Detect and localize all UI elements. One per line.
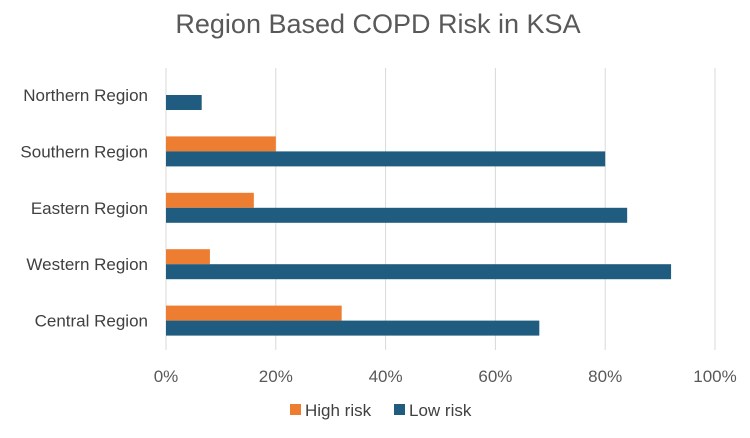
bar-high-risk-western-region [166, 249, 210, 265]
x-tick-labels: 0% 20% 40% 60% 80% 100% [154, 367, 737, 386]
category-label: Western Region [26, 255, 148, 274]
x-tick-label: 20% [259, 367, 293, 386]
category-labels: Northern Region Southern Region Eastern Re… [20, 86, 148, 331]
bar-low-risk-northern-region [166, 95, 202, 110]
bar-low-risk-eastern-region [166, 207, 628, 223]
chart-title: Region Based COPD Risk in KSA [175, 9, 580, 39]
legend: High risk Low risk [290, 401, 472, 420]
legend-swatch-low-risk [394, 404, 405, 415]
bar-low-risk-western-region [166, 264, 672, 280]
category-label: Eastern Region [31, 199, 148, 218]
category-label: Northern Region [23, 86, 148, 105]
category-label: Southern Region [20, 142, 148, 161]
x-tick-label: 80% [588, 367, 622, 386]
bar-low-risk-southern-region [166, 151, 606, 167]
bar-low-risk-central-region [166, 320, 540, 336]
x-tick-label: 100% [693, 367, 736, 386]
bars [166, 95, 672, 336]
legend-swatch-high-risk [290, 404, 301, 415]
legend-label-high-risk: High risk [305, 401, 372, 420]
x-tick-label: 0% [154, 367, 179, 386]
bar-high-risk-eastern-region [166, 192, 254, 208]
x-tick-label: 40% [369, 367, 403, 386]
x-tick-label: 60% [478, 367, 512, 386]
bar-high-risk-central-region [166, 305, 342, 321]
bar-high-risk-southern-region [166, 136, 276, 152]
legend-label-low-risk: Low risk [409, 401, 472, 420]
category-label: Central Region [35, 312, 148, 331]
